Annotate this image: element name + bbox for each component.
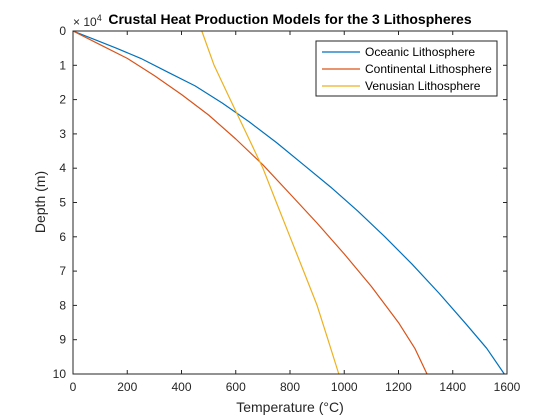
- y-tick-label: 10: [53, 367, 67, 381]
- plot-frame: [72, 30, 508, 375]
- y-tick-label: 8: [59, 298, 66, 312]
- y-axis-ticks: 0 1 2 3 4 5 6 7 8 9 10: [53, 24, 507, 381]
- x-tick-label: 1000: [331, 380, 358, 394]
- y-exponent: × 104: [73, 13, 102, 29]
- x-tick-label: 1400: [439, 380, 466, 394]
- legend-label-venusian: Venusian Lithosphere: [365, 79, 481, 93]
- x-tick-label: 200: [117, 380, 137, 394]
- y-tick-label: 9: [59, 333, 66, 347]
- legend-item-oceanic: Oceanic Lithosphere: [322, 45, 475, 59]
- y-tick-label: 0: [59, 24, 66, 38]
- y-axis-label: Depth (m): [32, 171, 48, 233]
- y-exponent-power: 4: [97, 13, 102, 23]
- y-tick-label: 4: [59, 161, 66, 175]
- series-line-2: [201, 30, 340, 375]
- series-layer: [72, 30, 505, 375]
- legend-item-venusian: Venusian Lithosphere: [322, 79, 481, 93]
- legend-label-continental: Continental Lithosphere: [365, 62, 492, 76]
- y-tick-label: 5: [59, 196, 66, 210]
- y-tick-label: 3: [59, 127, 66, 141]
- y-tick-label: 7: [59, 264, 66, 278]
- x-tick-label: 600: [226, 380, 246, 394]
- y-exponent-base: × 10: [73, 15, 97, 29]
- legend-item-continental: Continental Lithosphere: [322, 62, 492, 76]
- legend-label-oceanic: Oceanic Lithosphere: [365, 45, 475, 59]
- legend: Oceanic Lithosphere Continental Lithosph…: [315, 40, 498, 97]
- x-tick-label: 1200: [385, 380, 412, 394]
- x-axis-label: Temperature (°C): [236, 399, 344, 415]
- chart-title: Crustal Heat Production Models for the 3…: [108, 11, 471, 27]
- series-line-0: [72, 30, 505, 375]
- x-tick-label: 800: [280, 380, 300, 394]
- x-tick-label: 400: [171, 380, 191, 394]
- series-line-1: [72, 30, 428, 375]
- x-tick-label: 1600: [494, 380, 521, 394]
- x-tick-label: 0: [70, 380, 77, 394]
- y-tick-label: 6: [59, 230, 66, 244]
- y-tick-label: 2: [59, 93, 66, 107]
- y-tick-label: 1: [59, 58, 66, 72]
